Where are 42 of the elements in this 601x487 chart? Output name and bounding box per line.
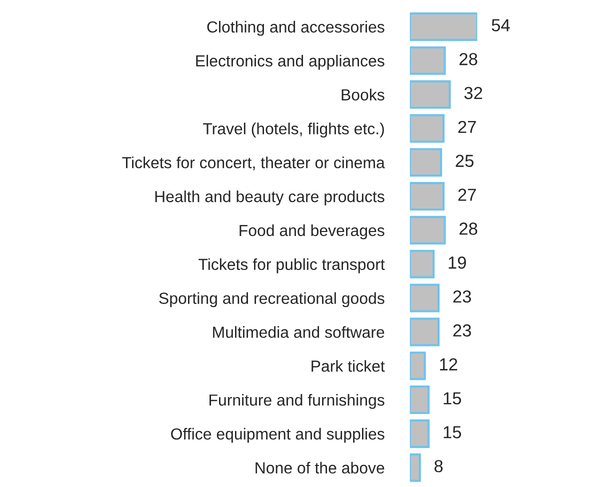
data-label: 8 [434,460,443,472]
y-tick-label: Travel (hotels, flights etc.) [203,122,384,138]
bar [410,46,446,75]
y-tick-label: Park ticket [312,360,385,372]
y-tick-label: Tickets for public transport [198,258,385,274]
y-tick-label: None of the above [256,462,384,474]
bar [410,182,445,211]
data-label: 25 [456,154,474,168]
bar [410,352,426,380]
bar [410,284,440,312]
data-label: 54 [492,19,510,32]
data-label: 32 [464,86,482,100]
data-label: 28 [460,52,478,66]
y-tick-label: Clothing and accessories [207,20,384,36]
bar [410,148,442,177]
data-label: 19 [448,256,466,269]
y-tick-label: Sporting and recreational goods [159,292,384,308]
data-label: 23 [453,324,471,337]
y-tick-label: Food and beverages [240,224,384,240]
data-label: 27 [458,120,476,133]
bar [410,386,430,414]
bar [410,12,478,41]
data-label: 23 [453,290,471,303]
bar [410,250,435,278]
data-label: 15 [444,426,462,438]
y-tick-label: Tickets for concert, theater or cinema [122,156,385,170]
data-label: 27 [458,188,476,201]
bar [410,80,451,109]
bar [410,318,440,346]
bar [410,453,421,482]
data-label: 12 [440,358,458,370]
bar [410,419,430,448]
y-tick-label: Books [342,88,384,100]
bar [410,114,445,143]
y-tick-label: Health and beauty care products [155,190,384,206]
bar [410,216,446,244]
y-tick-label: Office equipment and supplies [171,428,384,443]
y-tick-label: Furniture and furnishings [210,394,384,409]
y-tick-label: Multimedia and software [213,326,384,338]
data-label: 28 [460,222,478,235]
data-label: 15 [444,392,462,404]
y-tick-label: Electronics and appliances [196,54,384,70]
